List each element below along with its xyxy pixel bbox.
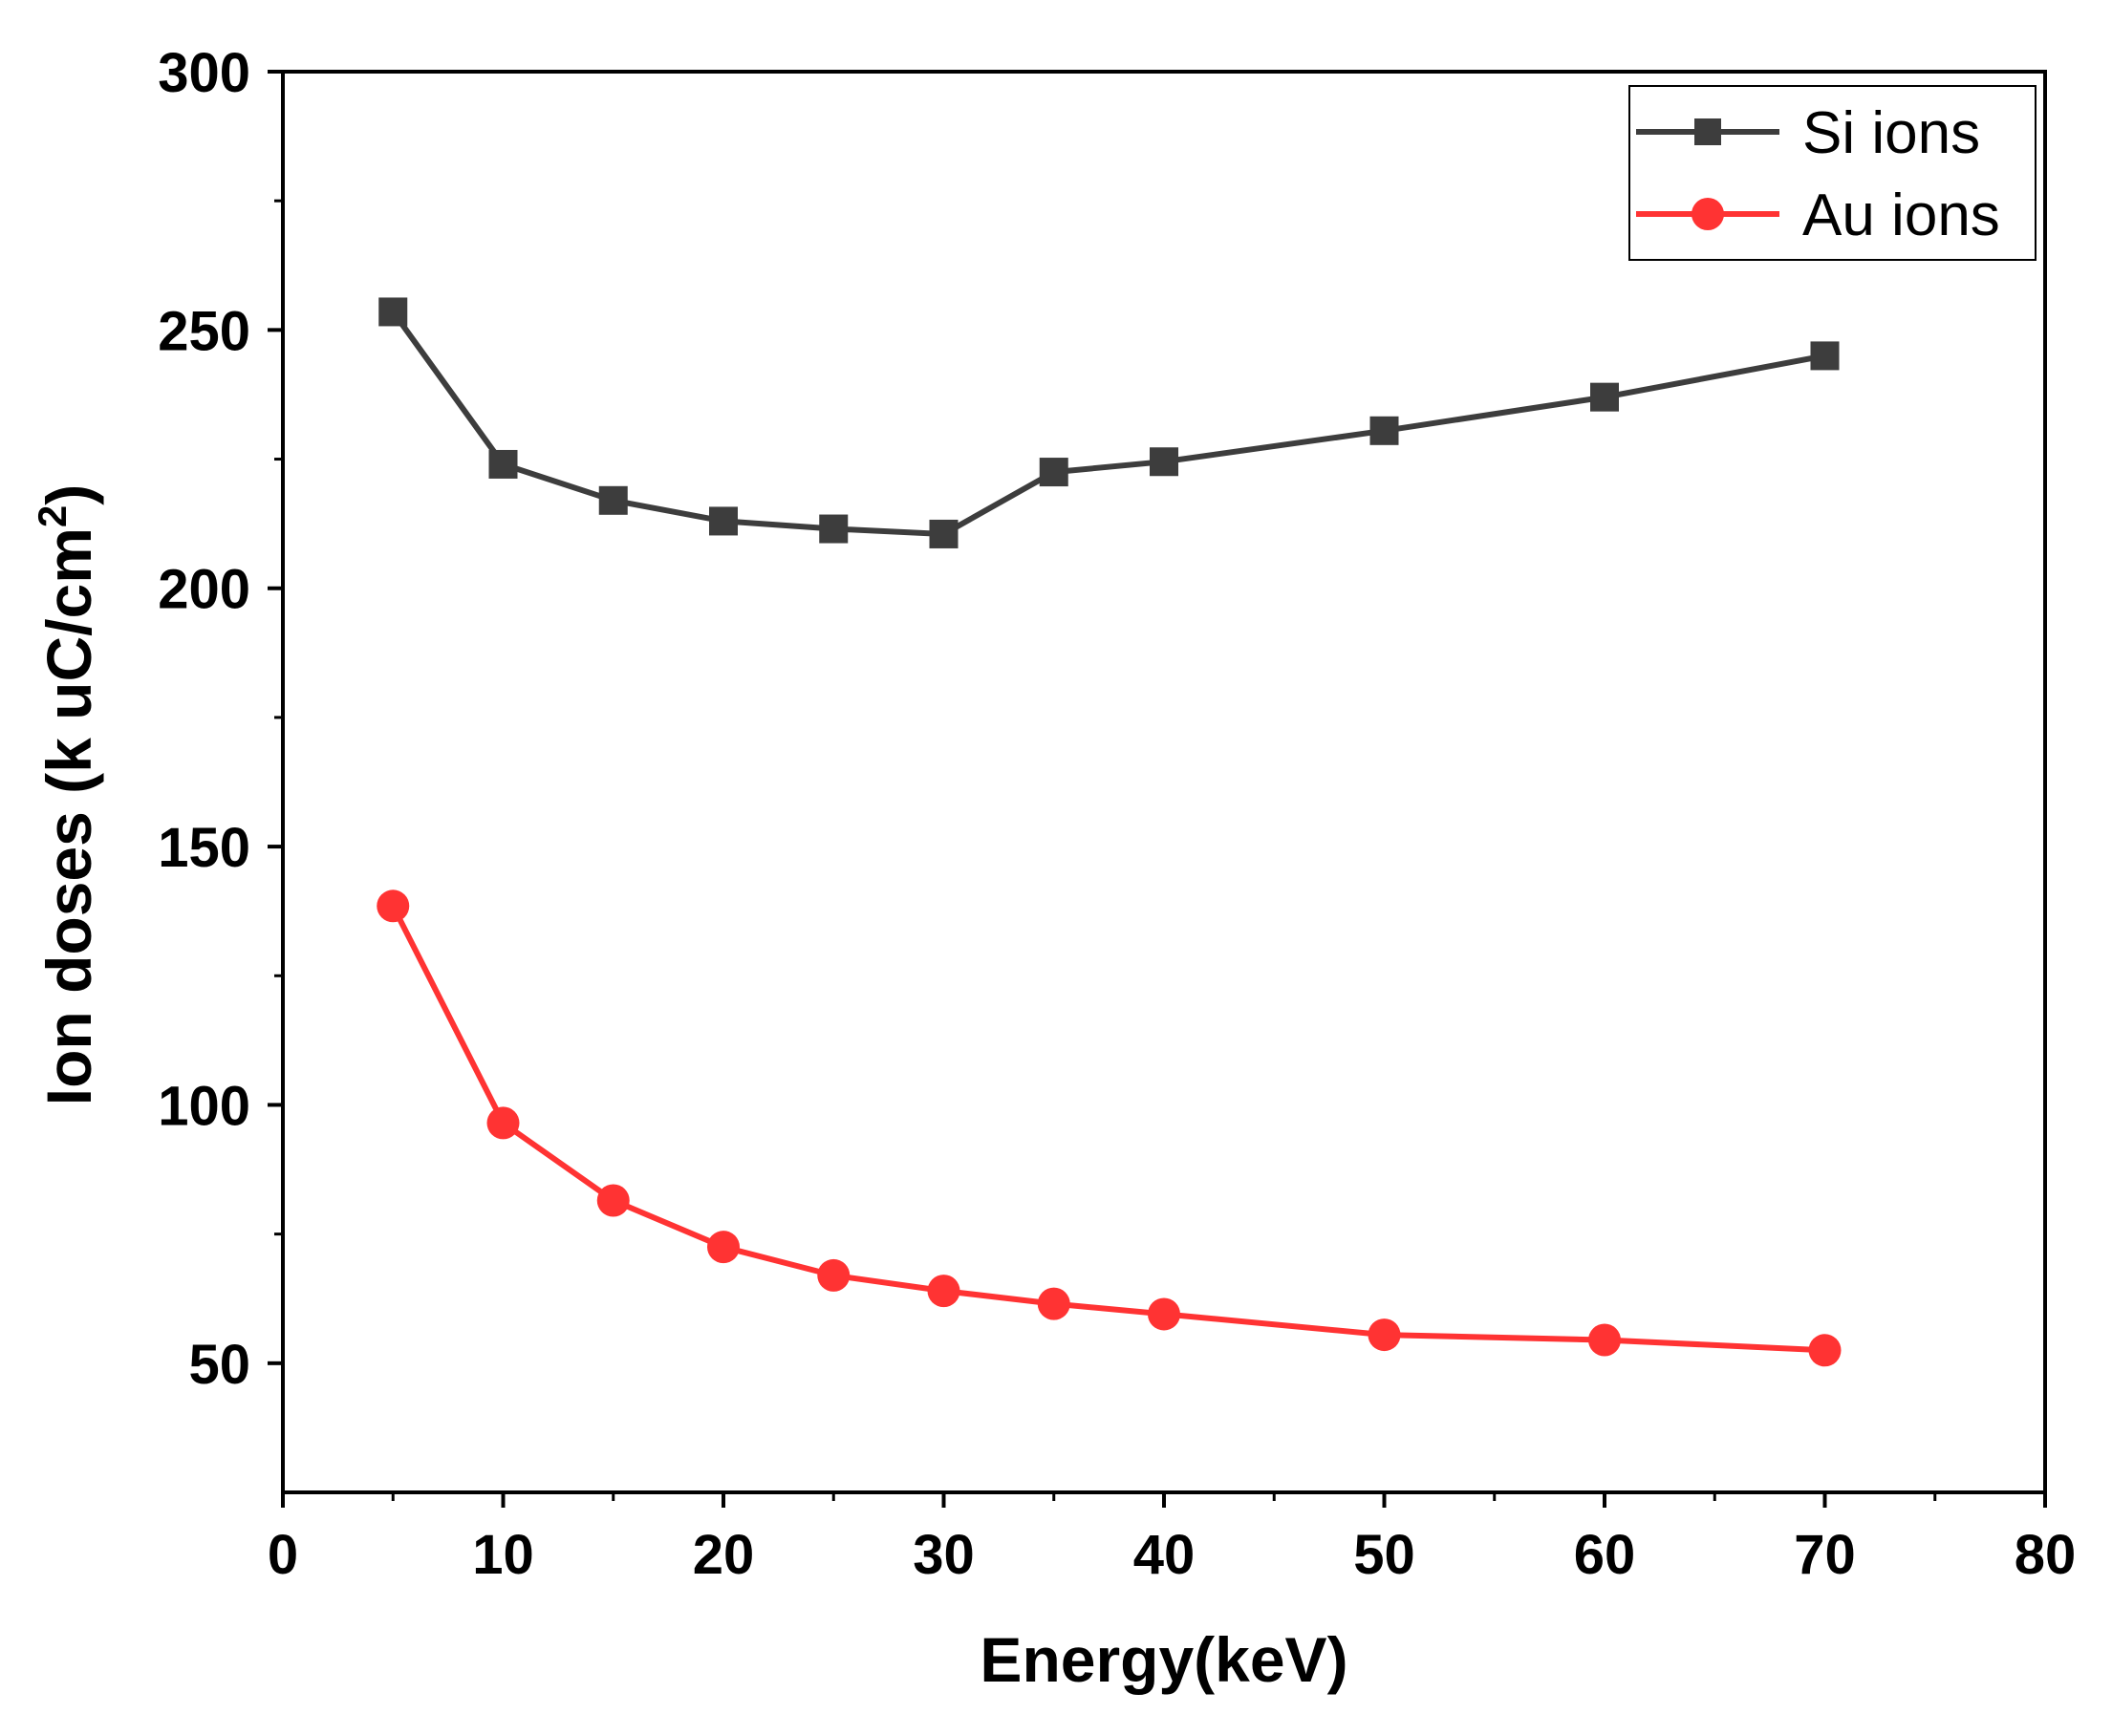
data-point-si-ions: [1150, 447, 1178, 477]
data-point-au-ions: [1148, 1297, 1180, 1331]
data-point-si-ions: [488, 449, 518, 479]
plot-series: [377, 297, 1842, 1367]
data-point-si-ions: [1369, 416, 1399, 445]
series-au-ions: [377, 889, 1842, 1367]
y-axis-title-close: ): [33, 484, 104, 505]
legend-label-si: Si ions: [1802, 100, 1980, 166]
x-tick-label-0: 0: [268, 1524, 298, 1586]
data-point-au-ions: [377, 889, 410, 923]
y-axis-title-superscript: 2: [30, 505, 75, 527]
data-point-si-ions: [929, 519, 959, 548]
data-point-si-ions: [1039, 458, 1068, 487]
data-point-au-ions: [1368, 1318, 1401, 1352]
legend-box: [1628, 85, 2037, 261]
x-tick-label-60: 60: [1574, 1524, 1636, 1586]
data-point-si-ions: [598, 485, 628, 515]
x-tick-label-70: 70: [1794, 1524, 1856, 1586]
data-point-si-ions: [1810, 341, 1840, 371]
y-tick-label-50: 50: [188, 1334, 250, 1396]
data-point-au-ions: [1037, 1287, 1070, 1320]
legend: Si ions Au ions: [1628, 85, 2037, 261]
x-tick-label-20: 20: [693, 1524, 755, 1586]
y-tick-label-100: 100: [158, 1075, 250, 1137]
y-axis-title-main: Ion doses (k uC/cm: [33, 527, 104, 1105]
y-axis-title: Ion doses (k uC/cm2): [30, 484, 104, 1105]
plot-frame: [281, 70, 2047, 1494]
y-tick-label-250: 250: [158, 300, 250, 362]
data-point-au-ions: [707, 1231, 740, 1264]
x-axis-title: Energy(keV): [980, 1624, 1347, 1695]
data-point-si-ions: [819, 514, 849, 544]
data-point-si-ions: [378, 297, 408, 327]
data-point-au-ions: [817, 1258, 851, 1292]
legend-marker-si: [1694, 118, 1721, 145]
x-tick-label-40: 40: [1133, 1524, 1196, 1586]
x-tick-label-50: 50: [1353, 1524, 1415, 1586]
data-point-si-ions: [1590, 382, 1619, 412]
y-tick-label-150: 150: [158, 817, 250, 879]
x-tick-label-10: 10: [472, 1524, 534, 1586]
data-point-au-ions: [1588, 1323, 1621, 1357]
y-tick-label-300: 300: [158, 42, 250, 104]
legend-label-au: Au ions: [1802, 182, 2000, 248]
data-point-au-ions: [1808, 1334, 1842, 1367]
axes: 0 10 20 30 40 50 60 70 80 50 100 150 200 250 300: [158, 42, 2076, 1586]
data-point-au-ions: [486, 1106, 520, 1140]
x-tick-label-80: 80: [2015, 1524, 2077, 1586]
data-point-si-ions: [709, 506, 738, 536]
series-si-ions: [378, 297, 1840, 548]
legend-marker-au: [1692, 198, 1724, 230]
x-tick-label-30: 30: [913, 1524, 975, 1586]
y-tick-label-200: 200: [158, 559, 250, 621]
data-point-au-ions: [596, 1184, 630, 1217]
series-line-au-ions: [390, 904, 1825, 1354]
data-point-au-ions: [927, 1275, 960, 1308]
